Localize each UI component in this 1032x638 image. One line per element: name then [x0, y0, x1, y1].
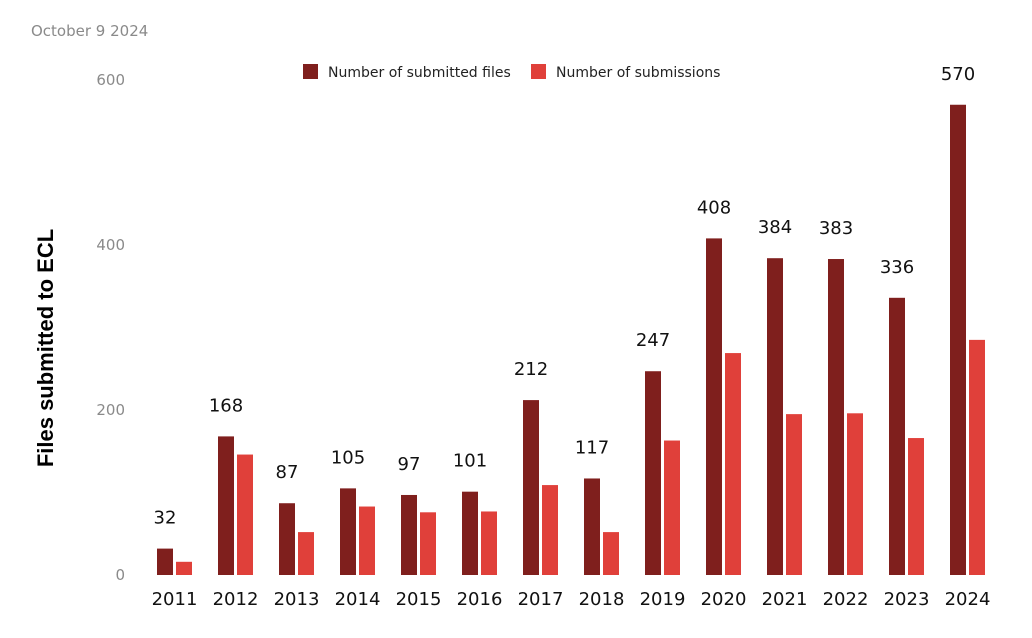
legend-swatch-files — [303, 64, 318, 79]
bar-submissions — [725, 353, 741, 575]
bar-submissions — [847, 413, 863, 575]
bar-submitted-files — [523, 400, 539, 575]
x-tick-label: 2018 — [579, 589, 625, 610]
bar-submissions — [176, 561, 192, 575]
bar-submitted-files — [828, 259, 844, 575]
bar-submissions — [481, 511, 497, 575]
y-tick-label: 600 — [96, 71, 125, 89]
bar-submissions — [908, 438, 924, 575]
data-label: 408 — [697, 197, 731, 218]
x-tick-label: 2023 — [884, 589, 930, 610]
data-label: 105 — [331, 447, 365, 468]
legend-swatch-submissions — [531, 64, 546, 79]
x-tick-label: 2020 — [701, 589, 747, 610]
date-text: October 9 2024 — [31, 22, 148, 40]
x-tick-label: 2021 — [762, 589, 808, 610]
bar-submitted-files — [767, 258, 783, 575]
bar-submissions — [969, 339, 985, 575]
data-label: 32 — [154, 508, 177, 529]
bar-submissions — [359, 506, 375, 575]
data-label: 247 — [636, 330, 670, 351]
bar-submitted-files — [584, 478, 600, 575]
x-tick-label: 2022 — [823, 589, 869, 610]
x-tick-label: 2011 — [152, 589, 198, 610]
bar-submitted-files — [340, 488, 356, 575]
bar-submissions — [542, 485, 558, 575]
y-tick-label: 0 — [115, 566, 125, 584]
data-label: 101 — [453, 451, 487, 472]
data-labels: 32 168 87 105 97 101 212 117 247 408 384 383 336 570 — [154, 64, 976, 529]
data-label: 384 — [758, 217, 792, 238]
x-tick-label: 2014 — [335, 589, 381, 610]
x-tick-label: 2024 — [945, 589, 991, 610]
data-label: 336 — [880, 257, 914, 278]
y-tick-label: 400 — [96, 236, 125, 254]
bar-submitted-files — [950, 104, 966, 575]
legend-label-files: Number of submitted files — [328, 65, 511, 81]
x-tick-label: 2013 — [274, 589, 320, 610]
x-tick-label: 2017 — [518, 589, 564, 610]
data-label: 212 — [514, 359, 548, 380]
bar-submitted-files — [157, 548, 173, 575]
bar-submitted-files — [645, 371, 661, 575]
x-axis-ticks: 2011 2012 2013 2014 2015 2016 2017 2018 2019 2020… — [152, 589, 991, 610]
y-tick-label: 200 — [96, 401, 125, 419]
data-label: 570 — [941, 64, 975, 85]
y-axis-ticks: 0 200 400 600 — [96, 71, 125, 584]
bar-submitted-files — [889, 297, 905, 575]
data-label: 97 — [398, 454, 421, 475]
x-tick-label: 2016 — [457, 589, 503, 610]
bar-submitted-files — [218, 436, 234, 575]
x-tick-label: 2015 — [396, 589, 442, 610]
legend: Number of submitted files Number of subm… — [303, 64, 720, 81]
y-axis-label: Files submitted to ECL — [33, 229, 58, 467]
bar-submissions — [664, 440, 680, 575]
legend-label-submissions: Number of submissions — [556, 65, 720, 81]
bar-submissions — [298, 532, 314, 575]
data-label: 87 — [276, 462, 299, 483]
bars — [157, 104, 985, 575]
data-label: 383 — [819, 218, 853, 239]
x-tick-label: 2019 — [640, 589, 686, 610]
bar-submitted-files — [462, 491, 478, 575]
x-tick-label: 2012 — [213, 589, 259, 610]
bar-submissions — [786, 414, 802, 575]
data-label: 117 — [575, 437, 609, 458]
bar-submissions — [237, 454, 253, 575]
bar-submissions — [420, 512, 436, 575]
data-label: 168 — [209, 395, 243, 416]
bar-submitted-files — [279, 503, 295, 575]
bar-submissions — [603, 532, 619, 575]
bar-submitted-files — [706, 238, 722, 575]
bar-submitted-files — [401, 494, 417, 575]
